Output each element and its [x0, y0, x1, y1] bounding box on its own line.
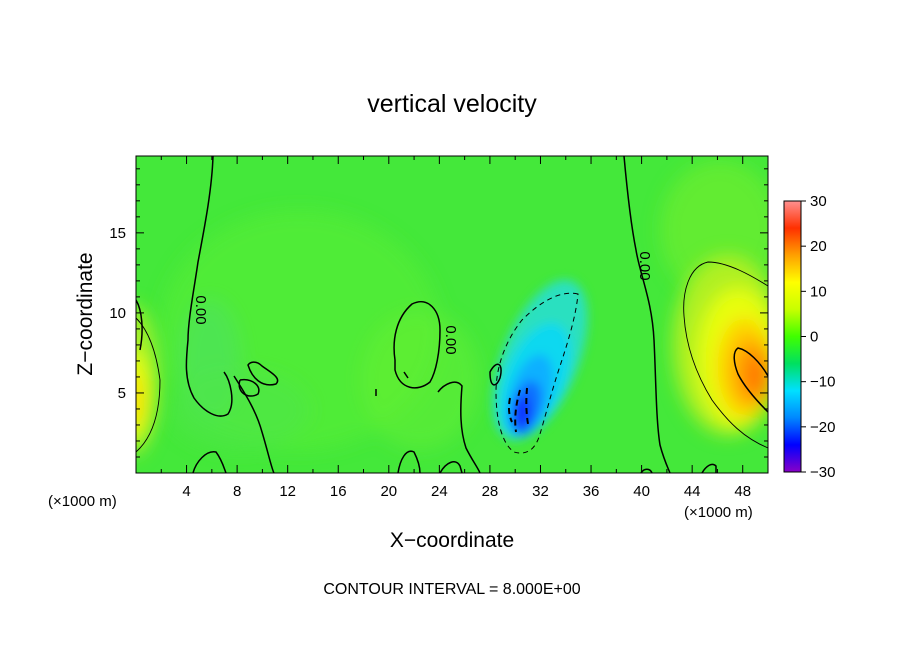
contour-label: 0.00 — [192, 295, 209, 324]
zero-contour-line — [192, 451, 227, 473]
zero-contour-line — [397, 450, 421, 473]
x-tick-label: 20 — [380, 483, 397, 500]
x-tick-label: 4 — [182, 483, 190, 500]
colorbar-tick-label: 20 — [810, 238, 827, 255]
strong-positive-contour — [733, 347, 768, 413]
x-tick-label: 44 — [684, 483, 701, 500]
zero-contour-line — [247, 361, 279, 386]
contour-label: 0.00 — [636, 251, 653, 280]
zero-contour-line — [238, 378, 260, 397]
positive-contour-line — [733, 347, 768, 413]
y-tick-label: 5 — [118, 385, 126, 402]
x-axis-label: X−coordinate — [390, 529, 514, 552]
colorbar — [783, 200, 802, 473]
y-axis-label: Z−coordinate — [74, 252, 97, 375]
x-tick-label: 40 — [633, 483, 650, 500]
zero-contour-line — [185, 156, 233, 417]
negative-contours — [495, 292, 579, 454]
negative-contour-line — [507, 397, 513, 423]
colorbar-tick-label: −30 — [810, 464, 835, 481]
positive-contour-line — [683, 261, 768, 449]
zero-contour-line — [233, 375, 275, 473]
colorbar-tick-label: −10 — [810, 374, 835, 391]
x-tick-label: 24 — [431, 483, 448, 500]
x-tick-label: 8 — [233, 483, 241, 500]
zero-contour-line — [489, 363, 502, 386]
colorbar-tick-label: 0 — [810, 329, 818, 346]
zero-contour-line — [439, 461, 463, 473]
colorbar-ticks: 30 20 10 0 −10 −20 −30 — [801, 193, 835, 481]
zero-contours — [136, 156, 717, 473]
negative-contour-line — [525, 387, 529, 425]
contour-label-group: 0.00 0.00 0.00 — [192, 251, 653, 354]
zero-contour-line — [623, 156, 671, 473]
zero-contour-line — [393, 301, 441, 389]
x-unit-right: (×1000 m) — [684, 504, 753, 521]
zero-contour-line — [701, 463, 717, 473]
y-tick-label: 10 — [109, 305, 126, 322]
colorbar-tick-label: 10 — [810, 283, 827, 300]
x-tick-label: 28 — [482, 483, 499, 500]
zero-contour-line — [437, 381, 481, 473]
x-tick-label: 48 — [734, 483, 751, 500]
y-tick-label: 15 — [109, 225, 126, 242]
chart-title: vertical velocity — [367, 90, 537, 118]
colorbar-tick-label: −20 — [810, 419, 835, 436]
strong-negative-contours — [507, 387, 529, 433]
x-axis: 4 8 12 16 20 24 28 32 36 40 44 48 — [160, 156, 751, 500]
negative-contour-line — [514, 389, 521, 433]
x-tick-label: 12 — [279, 483, 296, 500]
zero-contour-line — [403, 371, 409, 379]
plot-frame — [135, 155, 769, 474]
velocity-field: 0.00 0.00 0.00 — [136, 156, 768, 473]
positive-contour-line — [136, 317, 161, 453]
contour-interval-note: CONTOUR INTERVAL = 8.000E+00 — [323, 581, 580, 598]
negative-contour-line — [495, 292, 579, 454]
x-tick-label: 32 — [532, 483, 549, 500]
positive-contours — [136, 261, 768, 453]
x-tick-label: 36 — [583, 483, 600, 500]
contour-label: 0.00 — [442, 325, 459, 354]
x-unit-left: (×1000 m) — [48, 493, 117, 510]
zero-contour-line — [136, 299, 143, 351]
x-tick-label: 16 — [330, 483, 347, 500]
colorbar-tick-label: 30 — [810, 193, 827, 210]
y-axis: 5 10 15 — [109, 168, 768, 458]
